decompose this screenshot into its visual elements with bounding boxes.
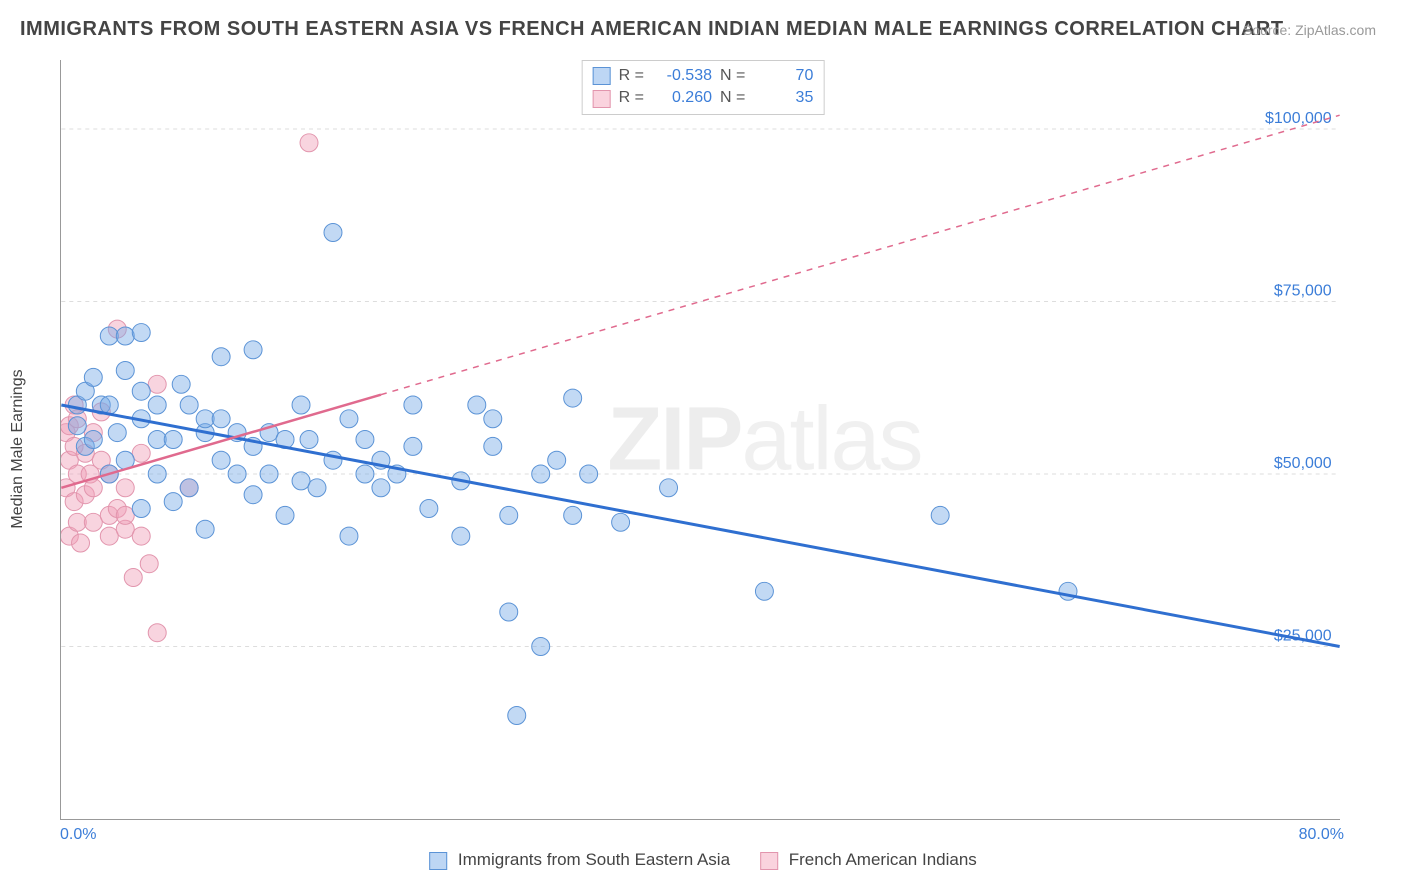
legend-series: Immigrants from South Eastern Asia Frenc… [429,850,977,870]
chart-title: IMMIGRANTS FROM SOUTH EASTERN ASIA VS FR… [20,18,1284,41]
svg-text:$75,000: $75,000 [1274,283,1332,300]
legend-item-a: Immigrants from South Eastern Asia [429,850,730,870]
r-value-a: -0.538 [652,65,712,87]
legend-stats-row-a: R = -0.538 N = 70 [593,65,814,87]
r-label: R = [619,65,644,87]
y-axis-title: Median Male Earnings [9,369,27,528]
swatch-b-icon [760,852,778,870]
swatch-a-icon [429,852,447,870]
svg-text:$100,000: $100,000 [1265,110,1332,127]
legend-item-b: French American Indians [760,850,977,870]
n-label: N = [720,65,745,87]
svg-text:$50,000: $50,000 [1274,455,1332,472]
n-value-b: 35 [753,87,813,109]
x-axis-max-label: 80.0% [1299,826,1344,844]
x-axis-min-label: 0.0% [60,826,96,844]
swatch-b-icon [593,90,611,108]
n-label: N = [720,87,745,109]
r-value-b: 0.260 [652,87,712,109]
legend-stats: R = -0.538 N = 70 R = 0.260 N = 35 [582,60,825,115]
n-value-a: 70 [753,65,813,87]
legend-label-a: Immigrants from South Eastern Asia [458,850,730,869]
legend-label-b: French American Indians [789,850,977,869]
plot-svg: $25,000$50,000$75,000$100,000 [61,60,1340,819]
plot-area: ZIPatlas $25,000$50,000$75,000$100,000 [60,60,1340,820]
legend-stats-row-b: R = 0.260 N = 35 [593,87,814,109]
source-label: Source: ZipAtlas.com [1243,22,1376,38]
r-label: R = [619,87,644,109]
swatch-a-icon [593,67,611,85]
